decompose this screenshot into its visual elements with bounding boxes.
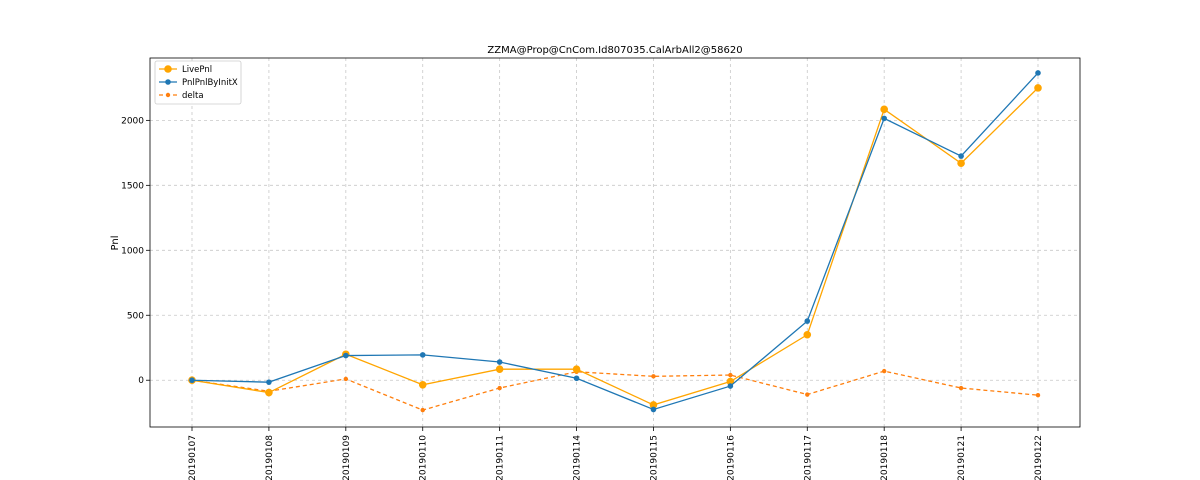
legend-marker-livepnl xyxy=(164,65,172,73)
data-point-pnlpnlbyinitx xyxy=(496,359,503,365)
series-line-livepnl xyxy=(191,87,1039,406)
y-axis-label: Pnl xyxy=(110,236,121,251)
x-tick-label: 20190110 xyxy=(419,435,429,480)
data-point-delta xyxy=(420,407,425,413)
data-point-livepnl xyxy=(495,365,504,373)
data-point-delta xyxy=(958,385,964,391)
data-point-livepnl xyxy=(1034,84,1042,92)
data-point-delta xyxy=(651,374,656,379)
x-tick-label: 20190107 xyxy=(188,435,198,480)
x-tick-label: 20190114 xyxy=(573,435,583,480)
x-tick-label: 20190118 xyxy=(880,435,890,480)
y-tick-label: 0 xyxy=(138,376,144,386)
series-layer xyxy=(188,70,1042,413)
data-point-livepnl xyxy=(418,380,427,389)
y-tick-label: 1500 xyxy=(121,181,144,191)
data-point-pnlpnlbyinitx xyxy=(881,115,887,122)
data-point-pnlpnlbyinitx xyxy=(573,375,580,382)
grid-lines xyxy=(150,58,1080,427)
x-tick-label: 20190116 xyxy=(726,435,736,480)
x-tick-label: 20190117 xyxy=(803,435,813,480)
data-point-pnlpnlbyinitx xyxy=(419,352,426,358)
data-point-delta xyxy=(728,372,733,378)
series-line-pnlpnlbyinitx xyxy=(191,72,1039,411)
data-point-delta xyxy=(805,392,810,397)
legend-entry-livepnl: LivePnl xyxy=(182,65,212,75)
data-point-pnlpnlbyinitx xyxy=(189,377,195,384)
data-point-livepnl xyxy=(726,377,735,386)
data-point-pnlpnlbyinitx xyxy=(958,153,964,159)
legend-marker-pnlpnlbyinitx xyxy=(165,79,171,85)
plot-frame xyxy=(149,57,1081,428)
x-tick-label: 20190108 xyxy=(265,435,275,480)
x-tick-label: 20190115 xyxy=(649,435,659,480)
data-point-livepnl xyxy=(957,159,965,168)
x-tick-label: 20190121 xyxy=(957,435,967,480)
data-point-delta xyxy=(1035,392,1041,398)
x-tick-label: 20190111 xyxy=(496,435,506,480)
chart-title: ZZMA@Prop@CnCom.Id807035.CalArbAll2@5862… xyxy=(487,45,742,56)
legend-box xyxy=(154,60,242,105)
data-point-pnlpnlbyinitx xyxy=(804,318,811,324)
axes: 20190107 20190108 20190109 20190110 20190111… xyxy=(121,57,1081,480)
legend-marker-delta xyxy=(165,92,171,98)
y-tick-label: 2000 xyxy=(121,116,144,126)
data-point-pnlpnlbyinitx xyxy=(343,352,349,359)
y-tick-label: 1000 xyxy=(121,246,144,256)
legend-entry-delta: delta xyxy=(182,91,204,101)
data-point-pnlpnlbyinitx xyxy=(727,383,734,389)
data-point-delta xyxy=(497,385,502,391)
data-point-pnlpnlbyinitx xyxy=(650,406,657,413)
legend-entry-pnlpnlbyinitx: PnlPnlByInitX xyxy=(182,78,238,88)
data-point-livepnl xyxy=(880,105,888,114)
data-point-pnlpnlbyinitx xyxy=(1035,70,1041,76)
legend: LivePnl PnlPnlByInitX delta xyxy=(154,60,242,105)
series-line-delta xyxy=(191,370,1039,411)
y-tick-label: 500 xyxy=(127,311,144,321)
data-point-pnlpnlbyinitx xyxy=(266,379,272,385)
data-point-livepnl xyxy=(649,401,658,409)
x-tick-label: 20190122 xyxy=(1034,435,1044,480)
x-tick-label: 20190109 xyxy=(342,435,352,480)
data-point-livepnl xyxy=(803,330,812,339)
data-point-delta xyxy=(343,376,349,382)
data-point-livepnl xyxy=(572,365,581,373)
data-point-livepnl xyxy=(265,388,273,397)
data-point-delta xyxy=(881,368,887,374)
